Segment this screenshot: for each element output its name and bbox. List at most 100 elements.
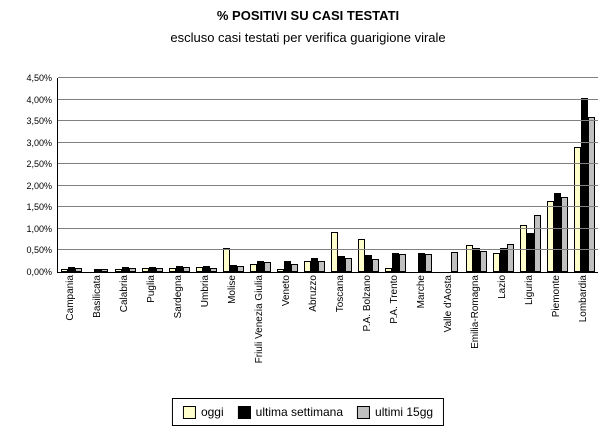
x-tick-label: Marche bbox=[416, 275, 427, 309]
bar bbox=[345, 258, 352, 272]
y-tick-label: 4,00% bbox=[26, 94, 52, 105]
x-tick-cell: Abruzzo bbox=[300, 275, 327, 397]
bar-group bbox=[328, 78, 355, 272]
y-tick-label: 2,00% bbox=[26, 180, 52, 191]
chart-subtitle: escluso casi testati per verifica guarig… bbox=[170, 30, 446, 45]
bar bbox=[372, 259, 379, 272]
x-tick-label: Umbria bbox=[200, 275, 211, 308]
x-tick-label: Basilicata bbox=[92, 275, 103, 318]
gridline bbox=[58, 98, 598, 100]
y-tick-label: 3,00% bbox=[26, 137, 52, 148]
bar-group bbox=[436, 78, 463, 272]
bar bbox=[392, 253, 399, 272]
bar bbox=[149, 267, 156, 272]
bar bbox=[142, 268, 149, 272]
bar-group bbox=[490, 78, 517, 272]
bar bbox=[574, 147, 581, 272]
x-axis-labels: Campania Basilicata Calabria Puglia Sardegna… bbox=[57, 275, 597, 397]
bar bbox=[399, 254, 406, 272]
x-tick-label: Campania bbox=[65, 275, 76, 321]
plot-area bbox=[57, 77, 598, 273]
bar bbox=[425, 254, 432, 272]
bar bbox=[75, 268, 82, 272]
bar bbox=[500, 248, 507, 272]
x-tick-label: Puglia bbox=[146, 275, 157, 303]
x-tick-label: Toscana bbox=[335, 275, 346, 313]
bar bbox=[554, 193, 561, 272]
bar bbox=[507, 244, 514, 272]
bar bbox=[176, 266, 183, 272]
x-tick-cell: Molise bbox=[219, 275, 246, 397]
bar bbox=[365, 255, 372, 272]
bar bbox=[338, 256, 345, 272]
x-tick-cell: Marche bbox=[408, 275, 435, 397]
gridline bbox=[58, 184, 598, 186]
bar bbox=[203, 266, 210, 272]
bar-group bbox=[247, 78, 274, 272]
bar bbox=[101, 269, 108, 272]
x-tick-cell: Calabria bbox=[111, 275, 138, 397]
x-tick-label: Piemonte bbox=[551, 275, 562, 318]
x-tick-label: Abruzzo bbox=[308, 275, 319, 312]
y-tick-label: 0,50% bbox=[26, 245, 52, 256]
bar bbox=[223, 248, 230, 272]
bar bbox=[318, 261, 325, 272]
gridline bbox=[58, 141, 598, 143]
bar-group bbox=[166, 78, 193, 272]
bar bbox=[588, 117, 595, 272]
y-tick-label: 2,50% bbox=[26, 159, 52, 170]
bar bbox=[250, 264, 257, 272]
bar bbox=[466, 245, 473, 272]
bar bbox=[183, 267, 190, 272]
bar-group bbox=[139, 78, 166, 272]
bar bbox=[473, 248, 480, 272]
bar bbox=[122, 267, 129, 272]
legend-label: ultima settimana bbox=[255, 405, 344, 419]
bar bbox=[291, 264, 298, 272]
bar bbox=[331, 232, 338, 272]
bar-group bbox=[220, 78, 247, 272]
x-tick-cell: Liguria bbox=[516, 275, 543, 397]
bar-group bbox=[85, 78, 112, 272]
bar bbox=[480, 251, 487, 272]
bar bbox=[196, 267, 203, 272]
y-tick-label: 1,50% bbox=[26, 202, 52, 213]
x-tick-cell: Piemonte bbox=[543, 275, 570, 397]
gridline bbox=[58, 227, 598, 229]
x-tick-label: Lazio bbox=[497, 275, 508, 299]
bar bbox=[94, 269, 101, 272]
x-tick-label: Friuli Venezia Giulia bbox=[254, 275, 265, 364]
gridline bbox=[58, 120, 598, 122]
bar bbox=[311, 258, 318, 272]
legend: oggi ultima settimana ultimi 15gg bbox=[171, 398, 445, 426]
bar bbox=[230, 265, 237, 272]
x-tick-cell: Emilia-Romagna bbox=[462, 275, 489, 397]
bars-layer bbox=[58, 78, 598, 272]
x-tick-cell: Veneto bbox=[273, 275, 300, 397]
x-tick-cell: Toscana bbox=[327, 275, 354, 397]
bar bbox=[304, 261, 311, 272]
bar bbox=[129, 268, 136, 272]
bar bbox=[264, 262, 271, 272]
bar-group bbox=[382, 78, 409, 272]
x-tick-label: Valle d'Aosta bbox=[443, 275, 454, 333]
gridline bbox=[58, 249, 598, 251]
x-tick-label: Sardegna bbox=[173, 275, 184, 319]
x-tick-cell: Valle d'Aosta bbox=[435, 275, 462, 397]
x-tick-cell: Umbria bbox=[192, 275, 219, 397]
x-tick-cell: Lombardia bbox=[570, 275, 597, 397]
legend-swatch bbox=[237, 405, 251, 419]
bar-group bbox=[409, 78, 436, 272]
y-tick-label: 4,50% bbox=[26, 73, 52, 83]
x-tick-cell: Puglia bbox=[138, 275, 165, 397]
x-tick-label: P.A. Trento bbox=[389, 275, 400, 324]
x-tick-cell: Sardegna bbox=[165, 275, 192, 397]
bar bbox=[358, 239, 365, 272]
x-tick-cell: Lazio bbox=[489, 275, 516, 397]
chart-title: % POSITIVI SU CASI TESTATI bbox=[216, 8, 400, 23]
x-tick-label: Liguria bbox=[524, 275, 535, 306]
bar bbox=[527, 233, 534, 272]
bar bbox=[68, 267, 75, 272]
x-tick-label: Emilia-Romagna bbox=[470, 275, 481, 349]
bar bbox=[61, 269, 68, 272]
